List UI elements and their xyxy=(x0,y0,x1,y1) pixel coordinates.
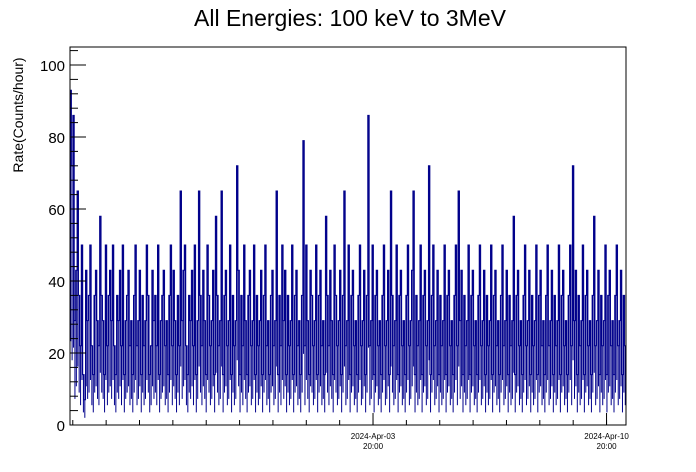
y-tick-label: 60 xyxy=(48,202,65,219)
y-tick-label: 0 xyxy=(57,418,65,435)
y-tick-label: 40 xyxy=(48,274,65,291)
x-tick-time-label: 20:00 xyxy=(597,442,618,451)
series-group xyxy=(69,89,626,425)
x-tick-date-label: 2024-Apr-03 xyxy=(351,432,396,441)
y-axis: 0 20 40 60 80 100 xyxy=(40,50,86,435)
y-tick-label: 100 xyxy=(40,58,65,75)
y-tick-label: 20 xyxy=(48,346,65,363)
y-axis-label: Rate(Counts/hour) xyxy=(10,57,26,172)
series-line xyxy=(69,89,626,425)
x-tick-date-label: 2024-Apr-10 xyxy=(584,432,629,441)
chart-title: All Energies: 100 keV to 3MeV xyxy=(194,5,507,31)
plot-frame xyxy=(69,46,627,426)
y-tick-label: 80 xyxy=(48,130,65,147)
x-tick-time-label: 20:00 xyxy=(363,442,384,451)
